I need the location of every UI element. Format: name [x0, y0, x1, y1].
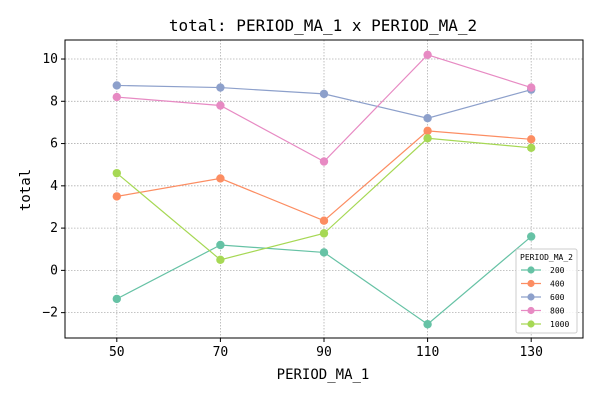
legend-marker — [527, 293, 535, 301]
data-point — [423, 50, 432, 59]
y-tick-label: 4 — [50, 179, 58, 194]
legend-item: 1000 — [521, 320, 569, 329]
data-point — [216, 174, 225, 183]
data-point — [527, 83, 536, 92]
legend-item: 400 — [521, 280, 565, 289]
data-point — [112, 92, 122, 102]
grid — [65, 40, 583, 338]
y-tick-label: 2 — [50, 221, 58, 236]
legend-label: 400 — [550, 280, 565, 289]
x-axis-label: PERIOD_MA_1 — [277, 367, 370, 383]
x-tick-label: 50 — [109, 345, 125, 360]
data-point — [216, 83, 225, 92]
data-point — [216, 240, 225, 250]
data-point — [319, 157, 329, 166]
legend-label: 1000 — [550, 320, 569, 329]
x-tick-label: 90 — [316, 345, 332, 360]
data-point — [112, 81, 122, 90]
legend-item: 200 — [521, 266, 565, 275]
x-tick-label: 110 — [416, 345, 439, 360]
x-tick-label: 70 — [213, 345, 229, 360]
legend-item: 600 — [521, 293, 565, 302]
data-point — [112, 192, 122, 201]
legend-item: 800 — [521, 307, 565, 316]
y-axis-label: total — [18, 169, 34, 211]
series-group — [112, 50, 536, 329]
legend-marker — [527, 266, 535, 274]
y-tick-label: 0 — [50, 263, 58, 278]
data-point — [319, 229, 329, 238]
data-point — [423, 113, 432, 123]
legend-marker — [527, 279, 535, 288]
axis-ticks: 50 70 90 110 130 −2 0 2 4 6 8 10 — [42, 52, 543, 360]
legend-marker — [527, 320, 535, 328]
y-tick-label: 6 — [50, 137, 58, 152]
data-point — [216, 255, 225, 265]
data-point — [216, 101, 225, 110]
data-point — [527, 135, 536, 144]
y-tick-label: 8 — [50, 94, 58, 109]
data-point — [527, 143, 536, 152]
legend-title: PERIOD_MA_2 — [520, 253, 573, 262]
data-point — [319, 89, 329, 99]
legend-label: 800 — [550, 307, 565, 316]
chart-title: total: PERIOD_MA_1 x PERIOD_MA_2 — [169, 16, 477, 35]
data-point — [319, 248, 329, 257]
data-point — [319, 216, 329, 225]
series-200 — [112, 232, 536, 329]
legend-label: 200 — [550, 266, 565, 275]
data-point — [527, 232, 536, 241]
data-point — [423, 134, 432, 143]
y-tick-label: 10 — [42, 52, 58, 67]
series-400 — [112, 126, 536, 225]
y-tick-label: −2 — [42, 306, 58, 321]
data-point — [423, 126, 432, 136]
legend: PERIOD_MA_2 200 400 600 800 1000 — [515, 248, 578, 334]
series-1000 — [112, 134, 536, 265]
data-point — [112, 294, 122, 304]
x-tick-label: 130 — [519, 345, 542, 360]
legend-label: 600 — [550, 293, 565, 302]
series-800 — [112, 50, 536, 166]
data-point — [423, 320, 432, 329]
legend-marker — [527, 306, 535, 315]
data-point — [112, 168, 122, 178]
